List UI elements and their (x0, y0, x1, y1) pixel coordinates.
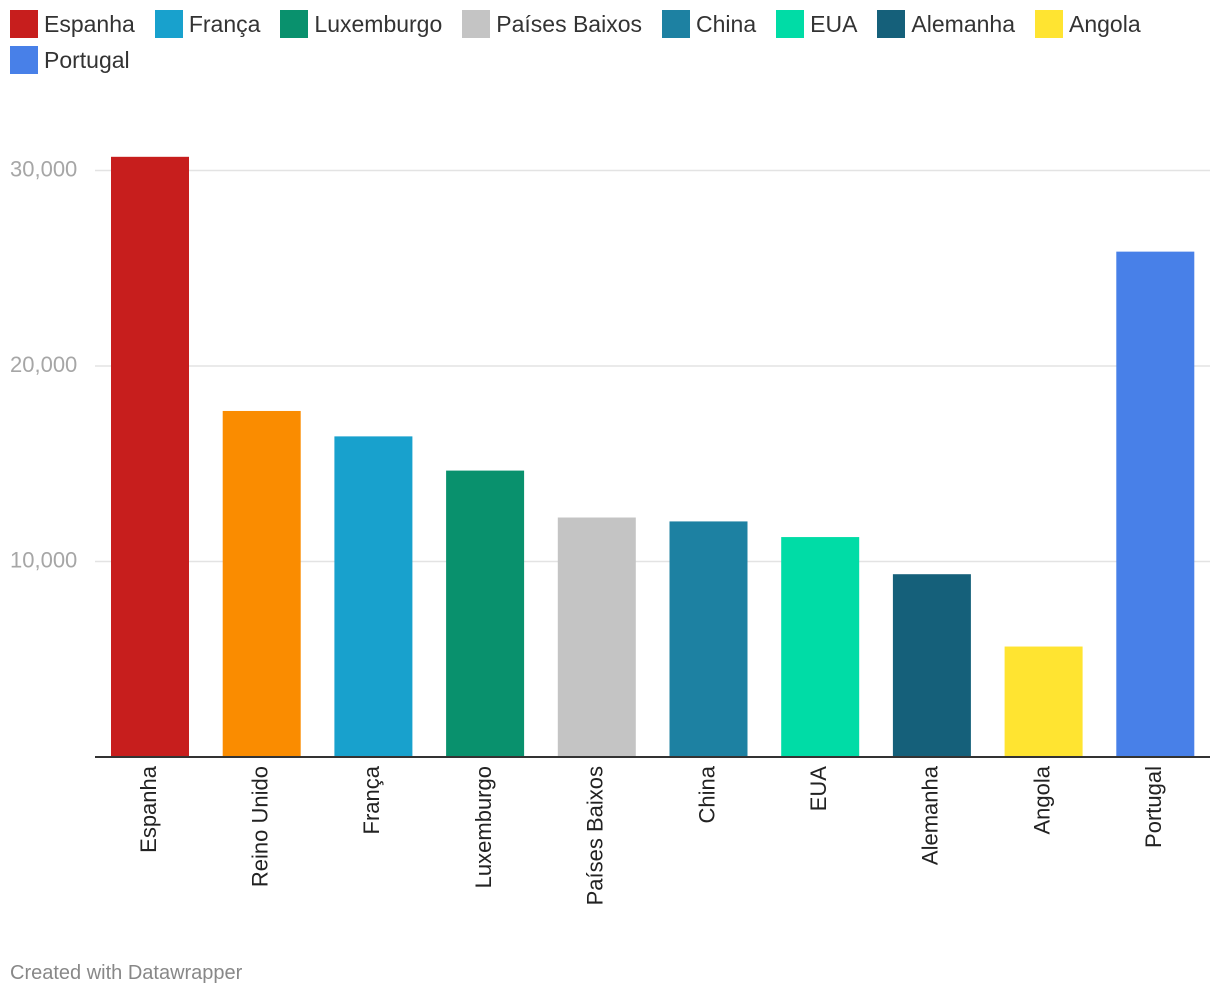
legend-item: EUA (776, 10, 857, 38)
legend-item: Portugal (10, 46, 130, 74)
y-tick-label: 30,000 (10, 156, 77, 181)
bar-reino-unido (222, 410, 301, 757)
legend-item: França (154, 10, 261, 38)
legend-item: Espanha (10, 10, 135, 38)
x-category-label: Portugal (1141, 766, 1166, 848)
bar-alemanha (892, 574, 971, 757)
legend-label: Portugal (44, 46, 130, 73)
bar-eua (781, 537, 860, 757)
x-category-label: Luxemburgo (471, 766, 496, 888)
legend-swatch (877, 10, 906, 38)
legend-label: Países Baixos (496, 10, 643, 37)
x-category-label: Reino Unido (248, 766, 273, 887)
category-labels: Espanha Reino Unido França Luxemburgo Países… (136, 765, 1166, 905)
bar-países-baixos (557, 517, 636, 757)
gridlines: 10,000 20,000 30,000 (10, 156, 1210, 572)
bar-china (669, 521, 748, 757)
datawrapper-credit: Created with Datawrapper (10, 962, 243, 984)
x-category-label: Países Baixos (583, 766, 608, 905)
legend-item: Luxemburgo (280, 10, 442, 38)
bar-angola (1004, 646, 1083, 757)
legend-item: Alemanha (877, 10, 1015, 38)
legend-swatch (462, 10, 491, 38)
legend-label: EUA (810, 10, 858, 37)
legend-label: Espanha (44, 10, 135, 37)
x-category-label: China (694, 765, 719, 823)
legend-swatch (662, 10, 691, 38)
x-category-label: Angola (1029, 765, 1054, 834)
legend-swatch (776, 10, 805, 38)
legend-label: Alemanha (911, 10, 1015, 37)
legend-label: Angola (1069, 10, 1141, 37)
legend-label: Luxemburgo (314, 10, 443, 37)
x-category-label: França (359, 765, 384, 834)
x-category-label: Alemanha (918, 765, 943, 865)
legend-swatch (10, 46, 38, 74)
legend-item: Angola (1035, 10, 1141, 38)
bar-espanha (111, 156, 189, 757)
legend-swatch (10, 10, 38, 38)
bars (111, 156, 1195, 757)
y-tick-label: 10,000 (10, 547, 77, 572)
legend-swatch (280, 10, 309, 38)
legend-item: China (662, 10, 756, 38)
legend-label: China (696, 10, 757, 37)
legend-item: Países Baixos (462, 10, 642, 38)
bar-luxemburgo (446, 470, 525, 757)
x-category-label: EUA (806, 766, 831, 812)
legend-swatch (154, 10, 183, 38)
legend-swatch (1035, 10, 1063, 38)
bar-portugal (1116, 251, 1195, 757)
y-tick-label: 20,000 (10, 352, 77, 377)
x-category-label: Espanha (136, 765, 161, 853)
bar-frança (334, 436, 413, 757)
chart-legend: Espanha França Luxemburgo Países Baixos Chin… (10, 10, 1210, 74)
legend-label: França (188, 10, 261, 37)
